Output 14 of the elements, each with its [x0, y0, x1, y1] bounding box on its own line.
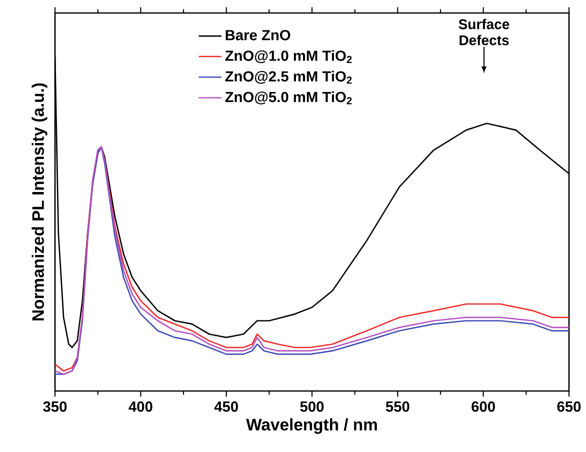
- legend-label: ZnO@1.0 mM TiO$_{2}$: [225, 50, 352, 64]
- legend-label: ZnO@5.0 mM TiO$_{2}$: [225, 91, 352, 104]
- x-tick-label: 600: [472, 401, 495, 412]
- x-tick-label: 550: [386, 401, 410, 412]
- x-tick-label: 500: [300, 401, 324, 412]
- y-axis-title: Normanized PL Intensity (a.u.): [32, 83, 48, 320]
- x-tick-label: 350: [43, 401, 67, 412]
- x-tick-label: 400: [128, 401, 152, 412]
- x-axis-title: Wavelength / nm: [246, 418, 377, 434]
- legend-label: ZnO@2.5 mM TiO$_{2}$: [225, 70, 352, 84]
- x-tick-label: 650: [557, 401, 581, 412]
- text: Surface Defects: [458, 18, 510, 46]
- legend-label: Bare ZnO: [226, 30, 290, 40]
- x-tick-label: 450: [214, 401, 238, 412]
